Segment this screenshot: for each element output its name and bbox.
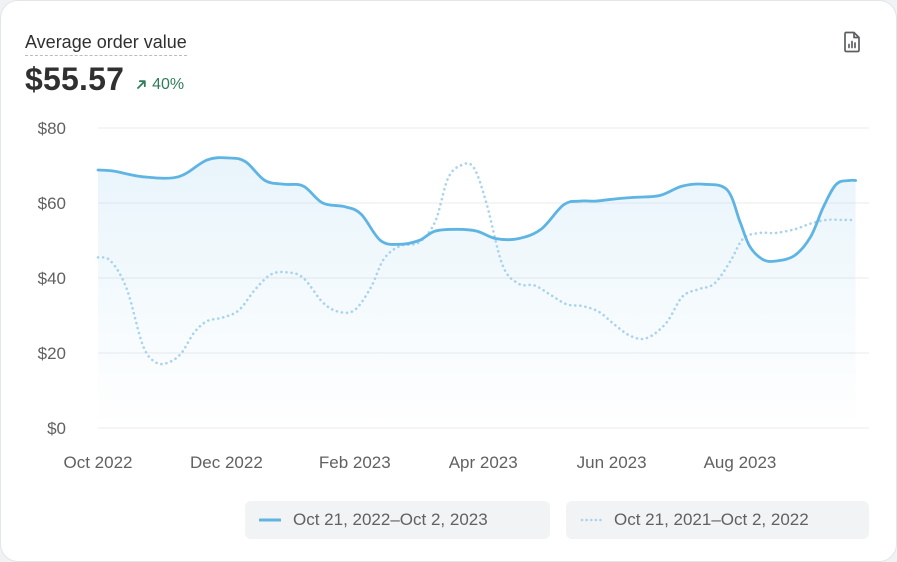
- series-line-comparison: [96, 162, 857, 366]
- legend-item-current[interactable]: Oct 21, 2022–Oct 2, 2023: [245, 501, 550, 539]
- legend-label-current: Oct 21, 2022–Oct 2, 2023: [293, 510, 488, 529]
- value-row: $55.57 40%: [25, 61, 184, 98]
- x-tick-label: Dec 2022: [190, 453, 263, 472]
- change-value: 40%: [152, 75, 185, 93]
- x-tick-label: Aug 2023: [704, 453, 777, 472]
- report-export-icon: [844, 31, 860, 53]
- y-tick-label: $20: [38, 344, 66, 363]
- export-button[interactable]: [835, 27, 869, 57]
- y-tick-label: $40: [38, 269, 66, 288]
- card-title[interactable]: Average order value: [25, 31, 187, 56]
- legend-swatch-dotted: [580, 518, 602, 522]
- arrow-up-right-icon: [137, 80, 146, 89]
- x-tick-label: Oct 2022: [64, 453, 133, 472]
- series-line-current: [96, 156, 857, 263]
- y-tick-label: $80: [38, 119, 66, 138]
- change-indicator: 40%: [136, 76, 184, 94]
- legend-label-comparison: Oct 21, 2021–Oct 2, 2022: [614, 510, 809, 529]
- x-tick-label: Feb 2023: [319, 453, 391, 472]
- y-tick-label: $0: [47, 419, 66, 438]
- legend-item-comparison[interactable]: Oct 21, 2021–Oct 2, 2022: [566, 501, 869, 539]
- series-area-current: [98, 157, 856, 428]
- line-chart: $0 $20 $40 $60 $80 Oct 2022 Dec 2022 Feb 2023 Ap…: [38, 119, 869, 472]
- x-tick-label: Apr 2023: [449, 453, 518, 472]
- x-tick-label: Jun 2023: [577, 453, 647, 472]
- metric-value: $55.57: [25, 61, 125, 97]
- y-tick-label: $60: [38, 194, 66, 213]
- legend-swatch-solid: [259, 518, 281, 522]
